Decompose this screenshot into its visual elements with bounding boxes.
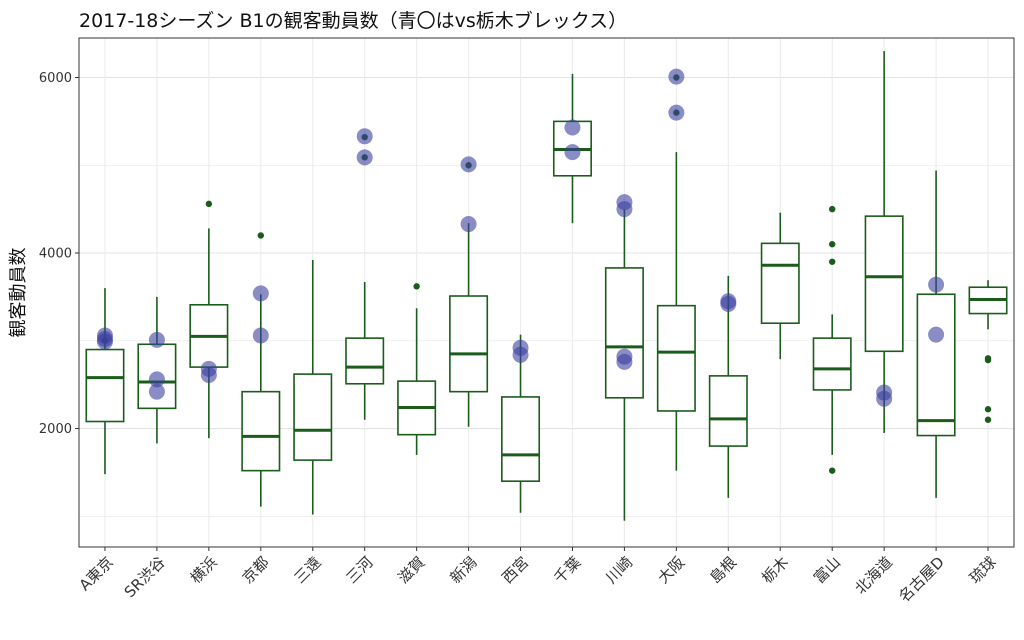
highlight-point: [200, 366, 217, 383]
x-tick-label: 京都: [239, 553, 273, 587]
x-tick-label: 島根: [706, 553, 740, 587]
box: [916, 293, 956, 437]
highlight-point: [252, 285, 269, 302]
highlight-point: [668, 104, 685, 121]
highlight-point: [564, 144, 581, 161]
highlight-point: [148, 371, 165, 388]
x-tick-label: SR渋谷: [121, 553, 169, 601]
outlier-point: [984, 406, 992, 413]
highlight-point: [512, 346, 529, 363]
highlight-point: [928, 276, 945, 293]
outlier-point: [828, 467, 836, 474]
box: [501, 396, 541, 482]
outlier-point: [984, 356, 992, 364]
box: [85, 348, 125, 423]
box: [345, 337, 385, 385]
highlight-point: [148, 383, 165, 400]
box-layer: [85, 51, 1008, 521]
highlight-point: [616, 201, 633, 218]
box: [760, 242, 800, 325]
chart-title: 2017-18シーズン B1の観客動員数（青〇はvs栃木ブレックス）: [79, 10, 628, 32]
x-tick-label: 大阪: [654, 553, 688, 587]
plot-frame: [78, 37, 1015, 548]
highlight-point: [252, 327, 269, 344]
highlight-point: [928, 326, 945, 343]
x-tick-label: 栃木: [758, 553, 792, 587]
highlight-point: [356, 149, 373, 166]
outlier-point: [828, 258, 836, 265]
y-axis-title: 観客動員数: [8, 248, 29, 338]
x-tick-label: 川崎: [602, 553, 636, 587]
x-tick-label: 名古屋D: [895, 553, 948, 606]
x-tick-label: 富山: [810, 553, 844, 587]
box: [293, 373, 333, 461]
highlight-point: [876, 390, 893, 407]
highlight-point: [356, 128, 373, 145]
highlight-point: [460, 216, 477, 233]
x-tick-label: 三河: [343, 553, 377, 587]
axis-layer: 2000 4000 6000 A東京 SR渋谷 横浜 京都 三遠 三河 滋賀 新潟 西宮 千葉 川崎 大阪島…: [39, 71, 1000, 606]
highlight-point: [668, 68, 685, 85]
x-tick-label: 三遠: [291, 553, 325, 587]
outlier-point: [257, 232, 265, 239]
y-tick-label: 4000: [39, 247, 72, 262]
x-tick-label: 北海道: [851, 553, 896, 598]
highlight-point: [460, 156, 477, 173]
outlier-point: [828, 205, 836, 213]
outlier-point: [828, 241, 836, 248]
box: [449, 295, 489, 393]
box: [604, 267, 644, 399]
box: [708, 375, 748, 447]
box: [812, 337, 852, 391]
highlight-point: [720, 295, 737, 312]
box: [656, 304, 696, 412]
outlier-point: [205, 200, 213, 208]
box: [241, 390, 281, 472]
outlier-point: [984, 416, 992, 423]
highlight-point: [564, 119, 581, 136]
x-tick-label: 横浜: [187, 553, 221, 587]
y-tick-label: 6000: [39, 71, 72, 86]
x-tick-label: 新潟: [446, 553, 480, 587]
highlight-point: [148, 331, 165, 348]
highlight-point: [96, 333, 113, 350]
y-tick-label: 2000: [39, 422, 72, 437]
x-tick-label: 滋賀: [395, 553, 429, 587]
outlier-point: [413, 283, 420, 290]
x-tick-label: A東京: [76, 553, 117, 594]
highlight-point: [616, 353, 633, 370]
box: [864, 215, 904, 353]
highlight-layer: [96, 68, 945, 407]
x-tick-label: 琉球: [966, 553, 1000, 587]
x-tick-label: 西宮: [498, 553, 532, 587]
x-tick-label: 千葉: [550, 553, 584, 587]
